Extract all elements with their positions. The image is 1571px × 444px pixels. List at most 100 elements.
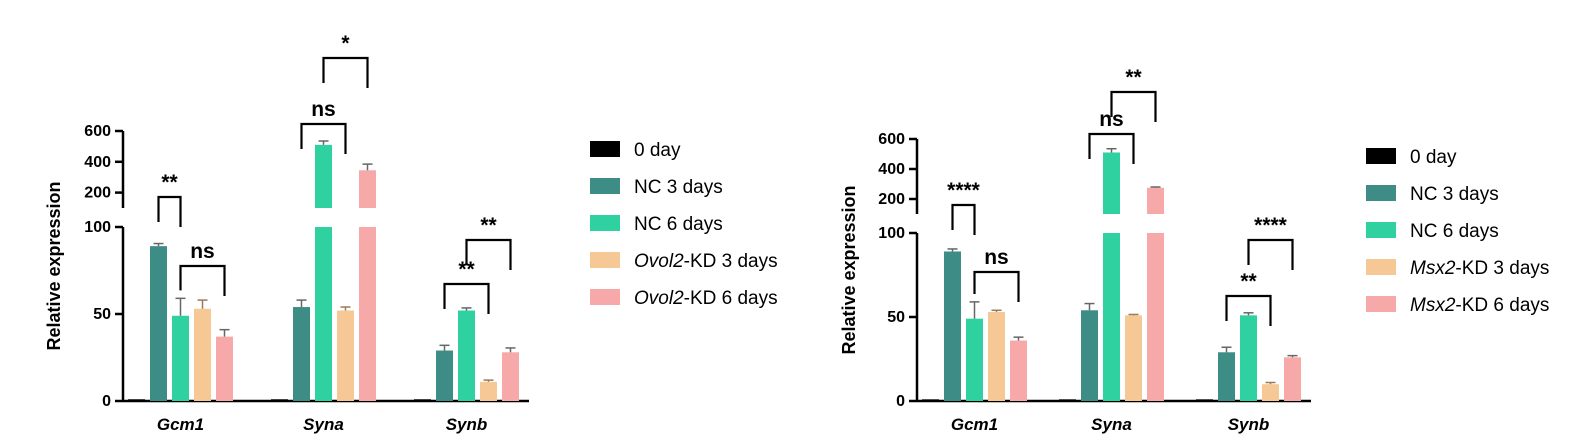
significance-label: ns	[1099, 108, 1124, 131]
x-tick-label: Syna	[303, 415, 344, 434]
bar	[359, 227, 376, 401]
legend-label-suffix: -KD 3 days	[1455, 258, 1549, 279]
bar	[1262, 384, 1279, 401]
bar	[436, 350, 453, 401]
x-tick-label: Synb	[446, 415, 488, 434]
significance-label: ns	[984, 246, 1009, 269]
legend-label: NC 3 days	[1410, 184, 1499, 205]
chart-panel-1: 0 50 100 200 400 600 Relative expression Gcm1 Sy…	[44, 32, 778, 434]
bar	[315, 227, 332, 401]
significance-label: **	[161, 171, 178, 194]
significance-bracket	[179, 264, 226, 296]
significance-bracket	[1088, 132, 1135, 164]
legend-label: NC 6 days	[1410, 221, 1499, 242]
legend-label-suffix: -KD 6 days	[1455, 295, 1549, 316]
bar	[1081, 310, 1098, 401]
bar	[1284, 357, 1301, 401]
bar	[480, 381, 497, 401]
legend-label-suffix: -KD 3 days	[684, 251, 778, 272]
bar	[293, 307, 310, 401]
y-tick-label: 600	[878, 131, 905, 148]
bar	[966, 318, 983, 401]
legend-label: Msx2-KD 6 days	[1410, 295, 1549, 316]
y-tick-label: 400	[878, 161, 905, 178]
y-axis-label: Relative expression	[839, 185, 859, 354]
legend-label-suffix: -KD 6 days	[684, 288, 778, 309]
legend-label: Msx2-KD 3 days	[1410, 258, 1549, 279]
x-tick-label: Gcm1	[951, 415, 998, 434]
bar	[1010, 340, 1027, 401]
bar	[988, 311, 1005, 401]
significance-label: ns	[311, 98, 336, 121]
x-tick-label: Synb	[1228, 415, 1270, 434]
legend-label: Ovol2-KD 6 days	[634, 288, 778, 309]
bar	[944, 251, 961, 401]
y-tick-label: 200	[878, 191, 905, 208]
legend-swatch	[590, 252, 620, 268]
significance-bracket	[1247, 238, 1294, 270]
bar	[172, 315, 189, 401]
significance-label: **	[1240, 270, 1257, 293]
bar	[1196, 399, 1213, 401]
legend-label-gene: Ovol2	[634, 288, 684, 309]
x-tick-label: Syna	[1091, 415, 1132, 434]
legend-label: NC 6 days	[634, 214, 723, 235]
significance-label: **	[458, 258, 475, 281]
significance-bracket	[1110, 90, 1157, 122]
significance-bracket	[973, 270, 1020, 302]
legend-swatch	[590, 141, 620, 157]
significance-bracket	[465, 238, 512, 270]
bar	[216, 336, 233, 401]
significance-bracket	[322, 56, 369, 88]
bar	[1240, 315, 1257, 401]
bar	[194, 308, 211, 401]
significance-label: **	[480, 214, 497, 237]
legend-swatch	[1366, 148, 1396, 164]
bar	[150, 246, 167, 401]
significance-bracket	[951, 203, 976, 235]
y-tick-label: 600	[84, 123, 111, 140]
bar	[414, 399, 431, 401]
legend-label-gene: Ovol2	[634, 251, 684, 272]
significance-bracket	[157, 195, 182, 227]
bar	[271, 399, 288, 401]
bar-upper-segment	[1103, 152, 1120, 214]
significance-label: **	[1125, 66, 1142, 89]
significance-bracket	[300, 122, 347, 154]
legend-swatch	[590, 289, 620, 305]
y-tick-label: 200	[84, 185, 111, 202]
y-tick-label: 400	[84, 154, 111, 171]
significance-label: ns	[190, 240, 215, 263]
legend-swatch	[1366, 296, 1396, 312]
significance-label: ****	[947, 179, 981, 202]
bar-upper-segment	[1147, 187, 1164, 214]
x-tick-label: Gcm1	[157, 415, 204, 434]
legend-swatch	[590, 215, 620, 231]
bar-upper-segment	[315, 144, 332, 208]
bar	[1125, 315, 1142, 401]
legend-label: 0 day	[634, 140, 681, 161]
significance-bracket	[443, 282, 490, 314]
significance-label: *	[341, 32, 350, 55]
bar	[922, 399, 939, 401]
significance-bracket	[1225, 294, 1272, 326]
y-axis-label: Relative expression	[44, 181, 64, 350]
legend-swatch	[1366, 222, 1396, 238]
bar	[502, 352, 519, 401]
chart-panel-2: 0 50 100 200 400 600 Relative expression Gcm1 Sy…	[839, 66, 1549, 434]
legend-label-gene: Msx2	[1410, 258, 1456, 279]
bar	[128, 399, 145, 401]
y-tick-label: 50	[93, 306, 111, 323]
legend-swatch	[1366, 185, 1396, 201]
legend-label: Ovol2-KD 3 days	[634, 251, 778, 272]
y-tick-label: 100	[84, 219, 111, 236]
legend-swatch	[1366, 259, 1396, 275]
legend-label-gene: Msx2	[1410, 295, 1456, 316]
y-tick-label: 0	[896, 393, 905, 410]
y-tick-label: 0	[102, 393, 111, 410]
bar	[1218, 352, 1235, 401]
bar	[1147, 233, 1164, 401]
y-tick-label: 50	[887, 309, 905, 326]
